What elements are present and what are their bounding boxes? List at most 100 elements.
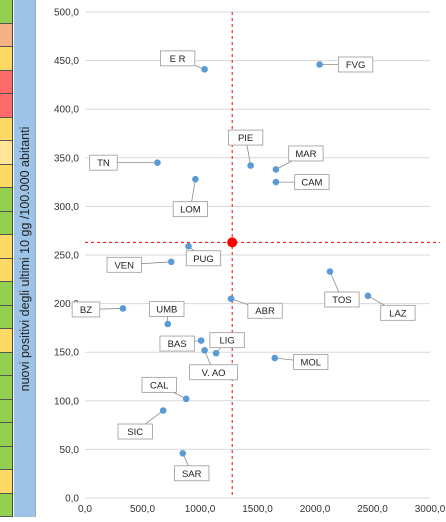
data-point — [364, 292, 372, 300]
strip-cell — [0, 258, 12, 282]
y-axis-title: nuovi positivi degli ultimi 10 gg /100.0… — [17, 126, 32, 391]
strip-cell — [0, 329, 12, 353]
y-tick-label: 400,0 — [54, 105, 79, 116]
y-tick-label: 200,0 — [54, 299, 79, 310]
data-label: VEN — [114, 260, 134, 271]
strip-cell — [0, 141, 12, 165]
data-label: LOM — [180, 205, 201, 216]
strip-cell — [0, 305, 12, 329]
data-label: PUG — [193, 254, 214, 265]
data-label: LIG — [219, 336, 234, 347]
strip-cell — [0, 211, 12, 235]
data-label: PIE — [238, 133, 253, 144]
y-tick-label: 0,0 — [65, 494, 79, 505]
data-label-box — [159, 335, 195, 352]
strip-cell — [0, 117, 12, 141]
data-label: TOS — [332, 295, 351, 306]
strip-cell — [0, 470, 12, 494]
data-label-box — [294, 174, 330, 191]
reference-point — [227, 237, 238, 248]
data-label-box — [189, 364, 239, 381]
y-tick-label: 150,0 — [54, 348, 79, 359]
y-tick-label: 50,0 — [60, 445, 80, 456]
data-label: LAZ — [389, 308, 407, 319]
data-label-box — [106, 256, 142, 273]
y-tick-label: 350,0 — [54, 153, 79, 164]
x-tick-label: 1500,0 — [242, 504, 273, 515]
data-point — [227, 295, 235, 303]
strip-cell — [0, 47, 12, 71]
data-label: SIC — [127, 427, 143, 438]
x-tick-label: 2500,0 — [357, 504, 388, 515]
data-label-box — [380, 304, 416, 321]
data-point — [119, 305, 127, 312]
x-tick-label: 0,0 — [78, 504, 92, 515]
data-label-box — [174, 465, 210, 482]
data-point — [179, 449, 187, 457]
strip-cell — [0, 352, 12, 376]
data-point — [164, 320, 172, 328]
strip-cell — [0, 94, 12, 118]
data-label-box — [149, 301, 185, 317]
data-label-box — [209, 332, 245, 349]
data-point — [159, 407, 167, 414]
strip-cell — [0, 0, 12, 24]
strip-cell — [0, 188, 12, 212]
y-tick-label: 100,0 — [54, 396, 79, 407]
y-tick-label: 300,0 — [54, 202, 79, 213]
plot-area: 0,0 50,0 100,0 150,0 200,0 250,0 300,0 350,0 400… — [54, 8, 446, 516]
data-label: E R — [170, 54, 186, 65]
data-label: MAR — [295, 149, 316, 160]
x-tick-label: 3000,0 — [415, 504, 446, 515]
data-label-box — [324, 291, 360, 308]
strip-cell — [0, 70, 12, 94]
data-label: TN — [97, 158, 110, 169]
data-label-box — [141, 376, 177, 393]
data-point — [201, 66, 208, 73]
y-tick-label: 500,0 — [54, 8, 79, 19]
data-point — [197, 337, 205, 344]
data-label-box — [227, 129, 264, 146]
data-point — [272, 166, 280, 173]
data-label: SAR — [182, 469, 202, 480]
data-label: MOL — [300, 358, 321, 369]
data-point — [192, 175, 199, 183]
strip-cell — [0, 23, 12, 47]
data-label: CAM — [301, 178, 322, 189]
data-label-box — [160, 50, 196, 67]
strip-cell — [0, 423, 12, 447]
data-point — [154, 159, 161, 166]
data-label: FVG — [346, 60, 366, 71]
data-point — [247, 162, 254, 169]
strip-cell — [0, 446, 12, 470]
data-label: V. AO — [202, 368, 226, 379]
data-point — [182, 395, 190, 403]
y-tick-label: 250,0 — [54, 251, 79, 262]
strip-cell — [0, 282, 12, 306]
data-label-box — [293, 354, 329, 370]
scatter-chart: 0,0 50,0 100,0 150,0 200,0 250,0 300,0 350,0 400… — [35, 0, 446, 517]
data-label: BZ — [80, 305, 92, 316]
strip-cell — [0, 399, 12, 423]
data-label-box — [117, 423, 153, 440]
strip-cell — [0, 376, 12, 400]
strip-cell — [0, 493, 12, 517]
data-point — [212, 349, 220, 357]
data-label: UMB — [156, 305, 177, 316]
strip-cell — [0, 235, 12, 259]
data-label-box — [71, 301, 101, 318]
data-label-box — [185, 250, 222, 267]
data-label-box — [247, 302, 283, 319]
data-label: CAL — [150, 380, 168, 391]
data-point — [185, 242, 192, 250]
data-point — [167, 258, 175, 266]
data-point — [201, 346, 208, 354]
x-tick-label: 2000,0 — [300, 504, 331, 515]
data-point — [326, 268, 334, 275]
data-label-box — [172, 201, 208, 218]
data-label-box — [288, 145, 324, 162]
y-axis-title-box: nuovi positivi degli ultimi 10 gg /100.0… — [14, 0, 35, 517]
data-label: BAS — [168, 339, 187, 350]
strip-cell — [0, 164, 12, 188]
